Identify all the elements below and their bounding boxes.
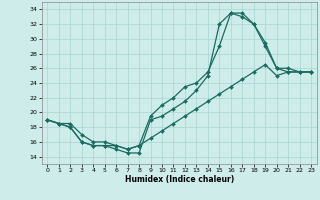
X-axis label: Humidex (Indice chaleur): Humidex (Indice chaleur) — [124, 175, 234, 184]
